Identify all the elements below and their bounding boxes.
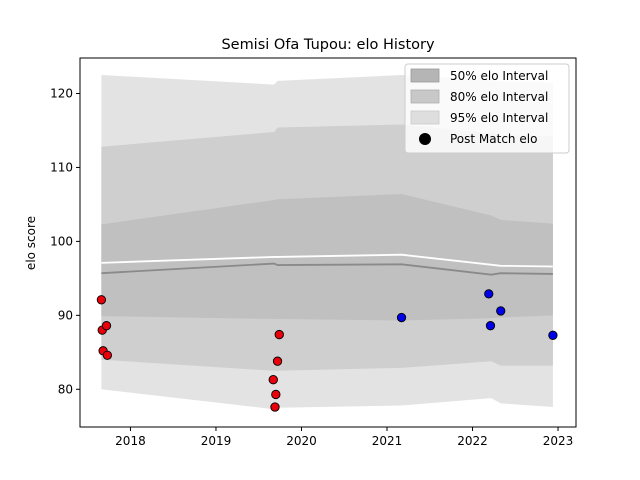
post-match-point-8 — [270, 402, 280, 412]
x-axis: 2018 2019 2020 2021 2022 2023 — [115, 427, 573, 448]
post-match-points — [96, 289, 558, 412]
y-tick-label-120: 120 — [50, 86, 73, 100]
trend-lines — [101, 253, 553, 276]
post-match-point-12 — [484, 289, 494, 299]
legend-swatch-80 — [410, 89, 440, 104]
interval-bands — [101, 75, 553, 410]
legend-label-80: 80% elo Interval — [450, 90, 548, 104]
x-tick-label-2021: 2021 — [372, 434, 403, 448]
median-line — [101, 262, 553, 276]
x-tick-label-2020: 2020 — [286, 434, 317, 448]
y-tick-label-110: 110 — [50, 160, 73, 174]
post-match-point-7 — [271, 389, 281, 400]
band-50 — [101, 194, 553, 321]
post-match-point-14 — [496, 306, 506, 316]
legend-frame — [404, 63, 570, 154]
x-tick-label-2018: 2018 — [115, 434, 146, 448]
y-axis: 80 90 100 110 120 — [50, 86, 80, 396]
post-match-point-6 — [268, 375, 278, 385]
post-match-point-15 — [548, 330, 558, 340]
post-match-point-13 — [485, 321, 496, 331]
chart-title: Semisi Ofa Tupou: elo History — [221, 37, 435, 53]
post-match-point-9 — [272, 356, 283, 366]
legend-label-50: 50% elo Interval — [450, 69, 548, 83]
y-tick-label-100: 100 — [50, 234, 73, 248]
y-tick-label-80: 80 — [58, 382, 73, 396]
post-match-point-10 — [274, 329, 284, 340]
post-match-point-11 — [396, 312, 407, 323]
legend-label-post-match: Post Match elo — [450, 132, 537, 146]
y-axis-label: elo score — [24, 216, 38, 270]
y-tick-label-90: 90 — [58, 308, 73, 322]
x-tick-label-2023: 2023 — [543, 434, 574, 448]
post-match-point-3 — [101, 321, 112, 331]
legend-marker-post-match — [419, 133, 431, 145]
post-match-point-5 — [102, 350, 113, 360]
legend-label-95: 95% elo Interval — [450, 111, 548, 125]
mean-line — [101, 253, 553, 268]
post-match-point-1 — [96, 295, 107, 305]
legend: 50% elo Interval 80% elo Interval 95% el… — [404, 63, 570, 154]
legend-swatch-50 — [410, 68, 440, 83]
x-tick-label-2022: 2022 — [457, 434, 488, 448]
legend-swatch-95 — [410, 110, 440, 125]
x-tick-label-2019: 2019 — [201, 434, 232, 448]
plot-area-frame — [79, 57, 577, 428]
